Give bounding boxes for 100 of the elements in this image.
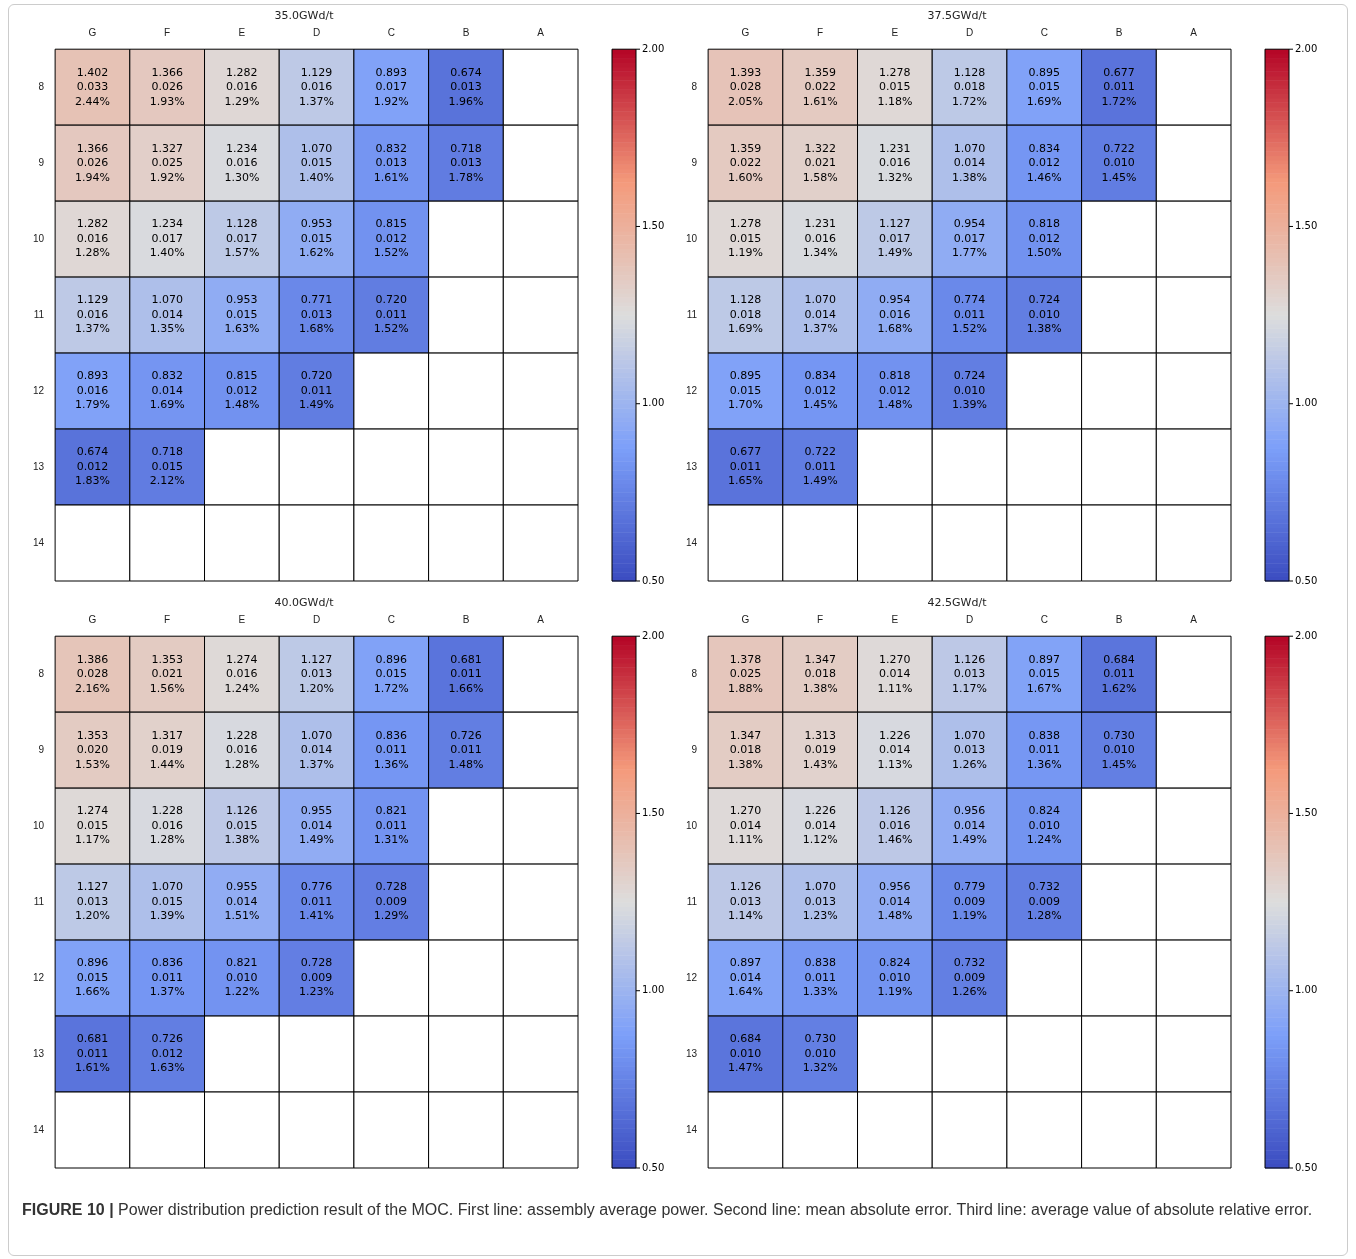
data-label: 1.347 0.018 1.38% <box>802 652 838 695</box>
x-tick-label: E <box>238 26 246 38</box>
x-tick-label: E <box>238 613 246 625</box>
data-label: 0.832 0.013 1.61% <box>373 141 409 184</box>
y-tick-label: 9 <box>38 156 45 168</box>
data-label: 1.070 0.014 1.37% <box>802 293 838 336</box>
data-label: 1.327 0.025 1.92% <box>149 141 185 184</box>
data-label: 0.897 0.014 1.64% <box>727 956 763 999</box>
y-tick-label: 8 <box>691 667 698 679</box>
y-tick-label: 14 <box>686 536 698 548</box>
data-label: 1.228 0.016 1.28% <box>149 804 185 847</box>
data-label: 0.722 0.010 1.45% <box>1101 141 1137 184</box>
x-tick-label: G <box>88 613 97 625</box>
data-label: 1.353 0.021 1.56% <box>149 652 185 695</box>
data-label: 0.722 0.011 1.49% <box>802 445 838 488</box>
data-label: 1.070 0.014 1.38% <box>952 141 988 184</box>
data-label: 0.897 0.015 1.67% <box>1026 652 1062 695</box>
data-label: 1.278 0.015 1.18% <box>877 65 913 108</box>
data-label: 0.681 0.011 1.66% <box>448 652 484 695</box>
data-label: 1.126 0.013 1.17% <box>952 652 988 695</box>
color-bar-label: 0.50 <box>642 574 665 586</box>
y-tick-label: 11 <box>33 895 45 907</box>
x-tick-label: C <box>387 26 395 38</box>
data-label: 0.896 0.015 1.66% <box>74 956 110 999</box>
data-label: 0.732 0.009 1.26% <box>952 956 988 999</box>
data-label: 1.366 0.026 1.93% <box>149 65 185 108</box>
data-label: 1.317 0.019 1.44% <box>149 728 185 771</box>
data-label: 0.893 0.017 1.92% <box>373 65 409 108</box>
data-label: 0.838 0.011 1.36% <box>1026 728 1062 771</box>
data-label: 1.274 0.015 1.17% <box>74 804 110 847</box>
data-label: 0.818 0.012 1.48% <box>877 369 913 412</box>
data-label: 1.070 0.015 1.39% <box>149 880 185 923</box>
color-bar-label: 0.50 <box>1295 1161 1318 1173</box>
x-tick-label: B <box>1115 613 1123 625</box>
y-tick-label: 11 <box>686 895 698 907</box>
color-bar-label: 1.00 <box>642 984 665 996</box>
data-label: 0.681 0.011 1.61% <box>74 1032 110 1075</box>
data-label: 0.728 0.009 1.23% <box>299 956 335 999</box>
data-label: 0.896 0.015 1.72% <box>373 652 409 695</box>
data-label: 1.322 0.021 1.58% <box>802 141 838 184</box>
y-tick-label: 13 <box>686 460 698 472</box>
data-label: 1.347 0.018 1.38% <box>727 728 763 771</box>
data-label: 0.956 0.014 1.48% <box>877 880 913 923</box>
caption: FIGURE 10 | Power distribution prediction result of the MOC. First line: assembly average power. Second line: mean absolute error. Third line: average value of absolute relative error. <box>22 1200 1314 1220</box>
data-label: 0.954 0.016 1.68% <box>877 293 913 336</box>
data-label: 0.953 0.015 1.63% <box>224 293 260 336</box>
data-label: 1.359 0.022 1.61% <box>802 65 838 108</box>
x-tick-label: A <box>537 613 545 625</box>
data-label: 1.127 0.017 1.49% <box>877 217 913 260</box>
data-label: 0.815 0.012 1.48% <box>224 369 260 412</box>
y-tick-label: 13 <box>33 460 45 472</box>
x-tick-label: G <box>741 613 750 625</box>
data-label: 0.834 0.012 1.45% <box>802 369 838 412</box>
color-bar-label: 2.00 <box>1295 629 1318 641</box>
color-bar-label: 0.50 <box>1295 574 1318 586</box>
color-bar-label: 0.50 <box>642 1161 665 1173</box>
x-tick-label: E <box>891 26 899 38</box>
data-label: 1.128 0.017 1.57% <box>224 217 260 260</box>
y-tick-label: 12 <box>686 971 698 983</box>
x-tick-label: F <box>164 613 171 625</box>
y-tick-label: 12 <box>33 971 45 983</box>
y-tick-label: 8 <box>38 80 45 92</box>
y-tick-label: 8 <box>38 667 45 679</box>
color-bar-label: 1.50 <box>1295 807 1318 819</box>
data-label: 1.231 0.016 1.34% <box>802 217 838 260</box>
y-tick-label: 13 <box>686 1047 698 1059</box>
x-tick-label: D <box>312 613 321 625</box>
data-label: 0.720 0.011 1.52% <box>373 293 409 336</box>
data-label: 0.832 0.014 1.69% <box>149 369 185 412</box>
data-label: 0.674 0.012 1.83% <box>74 445 110 488</box>
y-tick-label: 10 <box>33 232 45 244</box>
chart-title: 40.0GWd/t <box>274 596 335 610</box>
x-tick-label: G <box>88 26 97 38</box>
data-label: 0.893 0.016 1.79% <box>74 369 110 412</box>
data-label: 0.724 0.010 1.38% <box>1026 293 1062 336</box>
y-tick-label: 8 <box>691 80 698 92</box>
x-tick-label: C <box>1040 26 1048 38</box>
data-label: 0.955 0.014 1.51% <box>224 880 260 923</box>
y-tick-label: 13 <box>33 1047 45 1059</box>
data-label: 0.684 0.011 1.62% <box>1101 652 1137 695</box>
x-tick-label: F <box>817 613 824 625</box>
data-label: 0.779 0.009 1.19% <box>952 880 988 923</box>
color-bar-label: 1.00 <box>642 397 665 409</box>
data-label: 0.821 0.011 1.31% <box>373 804 409 847</box>
data-label: 1.313 0.019 1.43% <box>802 728 838 771</box>
data-label: 1.366 0.026 1.94% <box>74 141 110 184</box>
chart-title: 42.5GWd/t <box>927 596 988 610</box>
x-tick-label: A <box>1190 26 1198 38</box>
data-label: 0.895 0.015 1.70% <box>727 369 763 412</box>
data-label: 0.730 0.010 1.45% <box>1101 728 1137 771</box>
data-label: 1.126 0.013 1.14% <box>727 880 763 923</box>
data-label: 0.684 0.010 1.47% <box>727 1032 763 1075</box>
data-label: 0.720 0.011 1.49% <box>299 369 335 412</box>
color-bar-label: 2.00 <box>1295 42 1318 54</box>
data-label: 1.353 0.020 1.53% <box>74 728 110 771</box>
x-tick-label: E <box>891 613 899 625</box>
data-label: 1.234 0.016 1.30% <box>224 141 260 184</box>
y-tick-label: 9 <box>691 743 698 755</box>
data-label: 1.386 0.028 2.16% <box>74 652 110 695</box>
y-tick-label: 12 <box>33 384 45 396</box>
